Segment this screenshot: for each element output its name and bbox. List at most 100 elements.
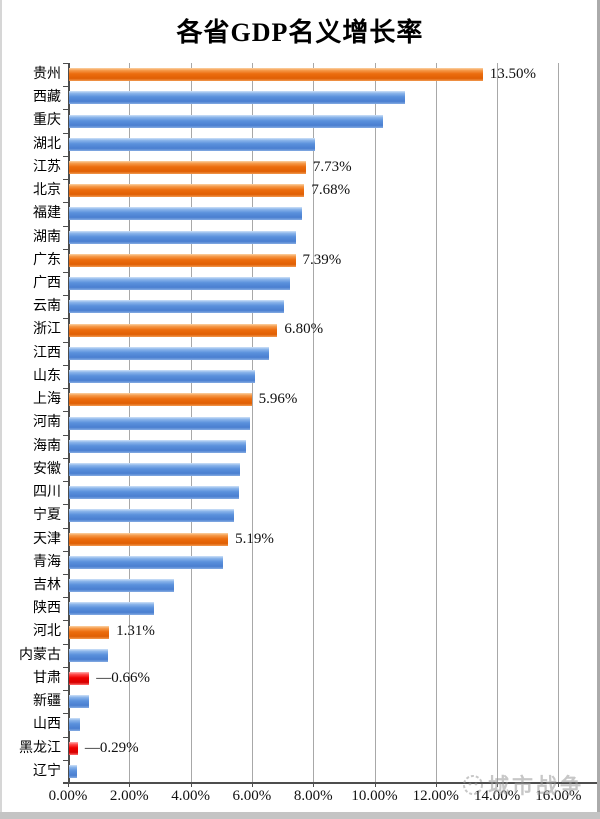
category-label: 湖北 <box>33 136 61 152</box>
x-axis-tick <box>313 783 315 787</box>
category-label: 青海 <box>33 554 61 570</box>
x-axis-tick <box>558 783 560 787</box>
y-axis-tick <box>63 620 68 622</box>
bar-陕西 <box>69 602 154 616</box>
gridline <box>435 63 437 783</box>
bar-江西 <box>69 346 269 360</box>
bar-广西 <box>69 277 291 291</box>
y-axis-tick <box>63 411 68 413</box>
data-label: 6.80% <box>284 321 324 338</box>
y-axis-tick <box>63 341 68 343</box>
bar-黑龙江 <box>69 741 78 755</box>
category-label: 江西 <box>33 345 61 361</box>
x-tick-label: 16.00% <box>535 788 582 804</box>
bar-安徽 <box>69 462 241 476</box>
y-axis-tick <box>63 783 68 784</box>
category-label: 山东 <box>33 368 61 384</box>
gridline <box>497 63 499 783</box>
bar-西藏 <box>69 91 406 105</box>
frame-edge-left <box>0 0 2 812</box>
x-axis-tick <box>435 783 437 787</box>
category-label: 河北 <box>33 624 61 640</box>
y-axis-tick <box>63 248 68 250</box>
category-label: 四川 <box>33 485 61 501</box>
y-axis-tick <box>63 132 68 134</box>
bar-浙江 <box>69 323 278 337</box>
category-label: 广西 <box>33 276 61 292</box>
data-label: 7.68% <box>311 182 351 199</box>
bar-贵州 <box>69 68 483 82</box>
y-axis-tick <box>63 434 68 436</box>
x-tick-label: 10.00% <box>351 788 398 804</box>
bar-云南 <box>69 300 285 314</box>
data-label: —0.29% <box>84 739 139 756</box>
x-axis-tick <box>251 783 253 787</box>
y-axis-tick <box>63 481 68 483</box>
bar-新疆 <box>69 695 89 709</box>
x-axis-tick <box>129 783 131 787</box>
bar-海南 <box>69 439 247 453</box>
y-axis-tick <box>63 318 68 320</box>
category-label: 天津 <box>33 531 61 547</box>
category-label: 江苏 <box>33 159 61 175</box>
bar-湖北 <box>69 137 315 151</box>
data-label: 1.31% <box>116 623 155 640</box>
y-axis-tick <box>63 713 68 715</box>
category-label: 河南 <box>33 415 61 431</box>
category-label: 浙江 <box>33 322 61 338</box>
bar-青海 <box>69 555 223 569</box>
bar-上海 <box>69 393 252 407</box>
gridline <box>251 63 253 783</box>
data-label: —0.66% <box>96 669 150 686</box>
y-axis-tick <box>63 457 68 459</box>
y-axis-tick <box>63 690 68 692</box>
category-label: 新疆 <box>33 694 61 710</box>
y-axis-tick <box>63 86 68 88</box>
bar-山西 <box>69 718 81 732</box>
category-label: 贵州 <box>33 67 61 82</box>
bar-重庆 <box>69 114 384 128</box>
category-label: 内蒙古 <box>19 647 61 663</box>
y-axis-tick <box>63 295 68 297</box>
bar-江苏 <box>69 161 306 175</box>
category-label: 海南 <box>33 438 61 454</box>
x-tick-label: 6.00% <box>232 788 272 804</box>
category-label: 山西 <box>33 717 61 733</box>
category-label: 黑龙江 <box>19 740 61 756</box>
x-axis-tick <box>190 783 192 787</box>
y-axis-tick <box>63 666 68 668</box>
x-tick-label: 2.00% <box>109 788 149 804</box>
category-label: 上海 <box>33 392 61 408</box>
category-label: 辽宁 <box>33 763 61 779</box>
x-tick-label: 14.00% <box>473 788 521 804</box>
y-axis-tick <box>63 109 68 111</box>
y-axis-tick <box>63 597 68 599</box>
y-axis-tick <box>63 364 68 366</box>
x-axis-tick <box>497 783 499 787</box>
bar-河南 <box>69 416 251 430</box>
y-axis-tick <box>63 272 68 274</box>
x-tick-label: 0.00% <box>48 788 88 804</box>
y-axis-tick <box>63 179 68 181</box>
data-label: 7.39% <box>302 251 342 268</box>
category-label: 湖南 <box>33 229 61 245</box>
category-label: 西藏 <box>33 90 61 106</box>
category-label: 宁夏 <box>33 508 61 524</box>
chart-title: 各省GDP名义增长率 <box>176 18 424 47</box>
bar-河北 <box>69 625 110 639</box>
gridline <box>313 63 315 783</box>
x-tick-label: 4.00% <box>171 788 210 804</box>
bar-北京 <box>69 184 305 198</box>
x-axis-tick <box>374 783 376 787</box>
category-label: 广东 <box>33 252 61 268</box>
bar-湖南 <box>69 230 297 244</box>
y-axis-tick <box>63 504 68 506</box>
bar-天津 <box>69 532 229 546</box>
y-axis-tick <box>63 573 68 575</box>
x-tick-label: 12.00% <box>412 788 459 804</box>
data-label: 13.50% <box>489 66 537 82</box>
data-label: 7.73% <box>312 158 352 175</box>
bar-广东 <box>69 253 296 267</box>
category-label: 吉林 <box>33 577 61 593</box>
